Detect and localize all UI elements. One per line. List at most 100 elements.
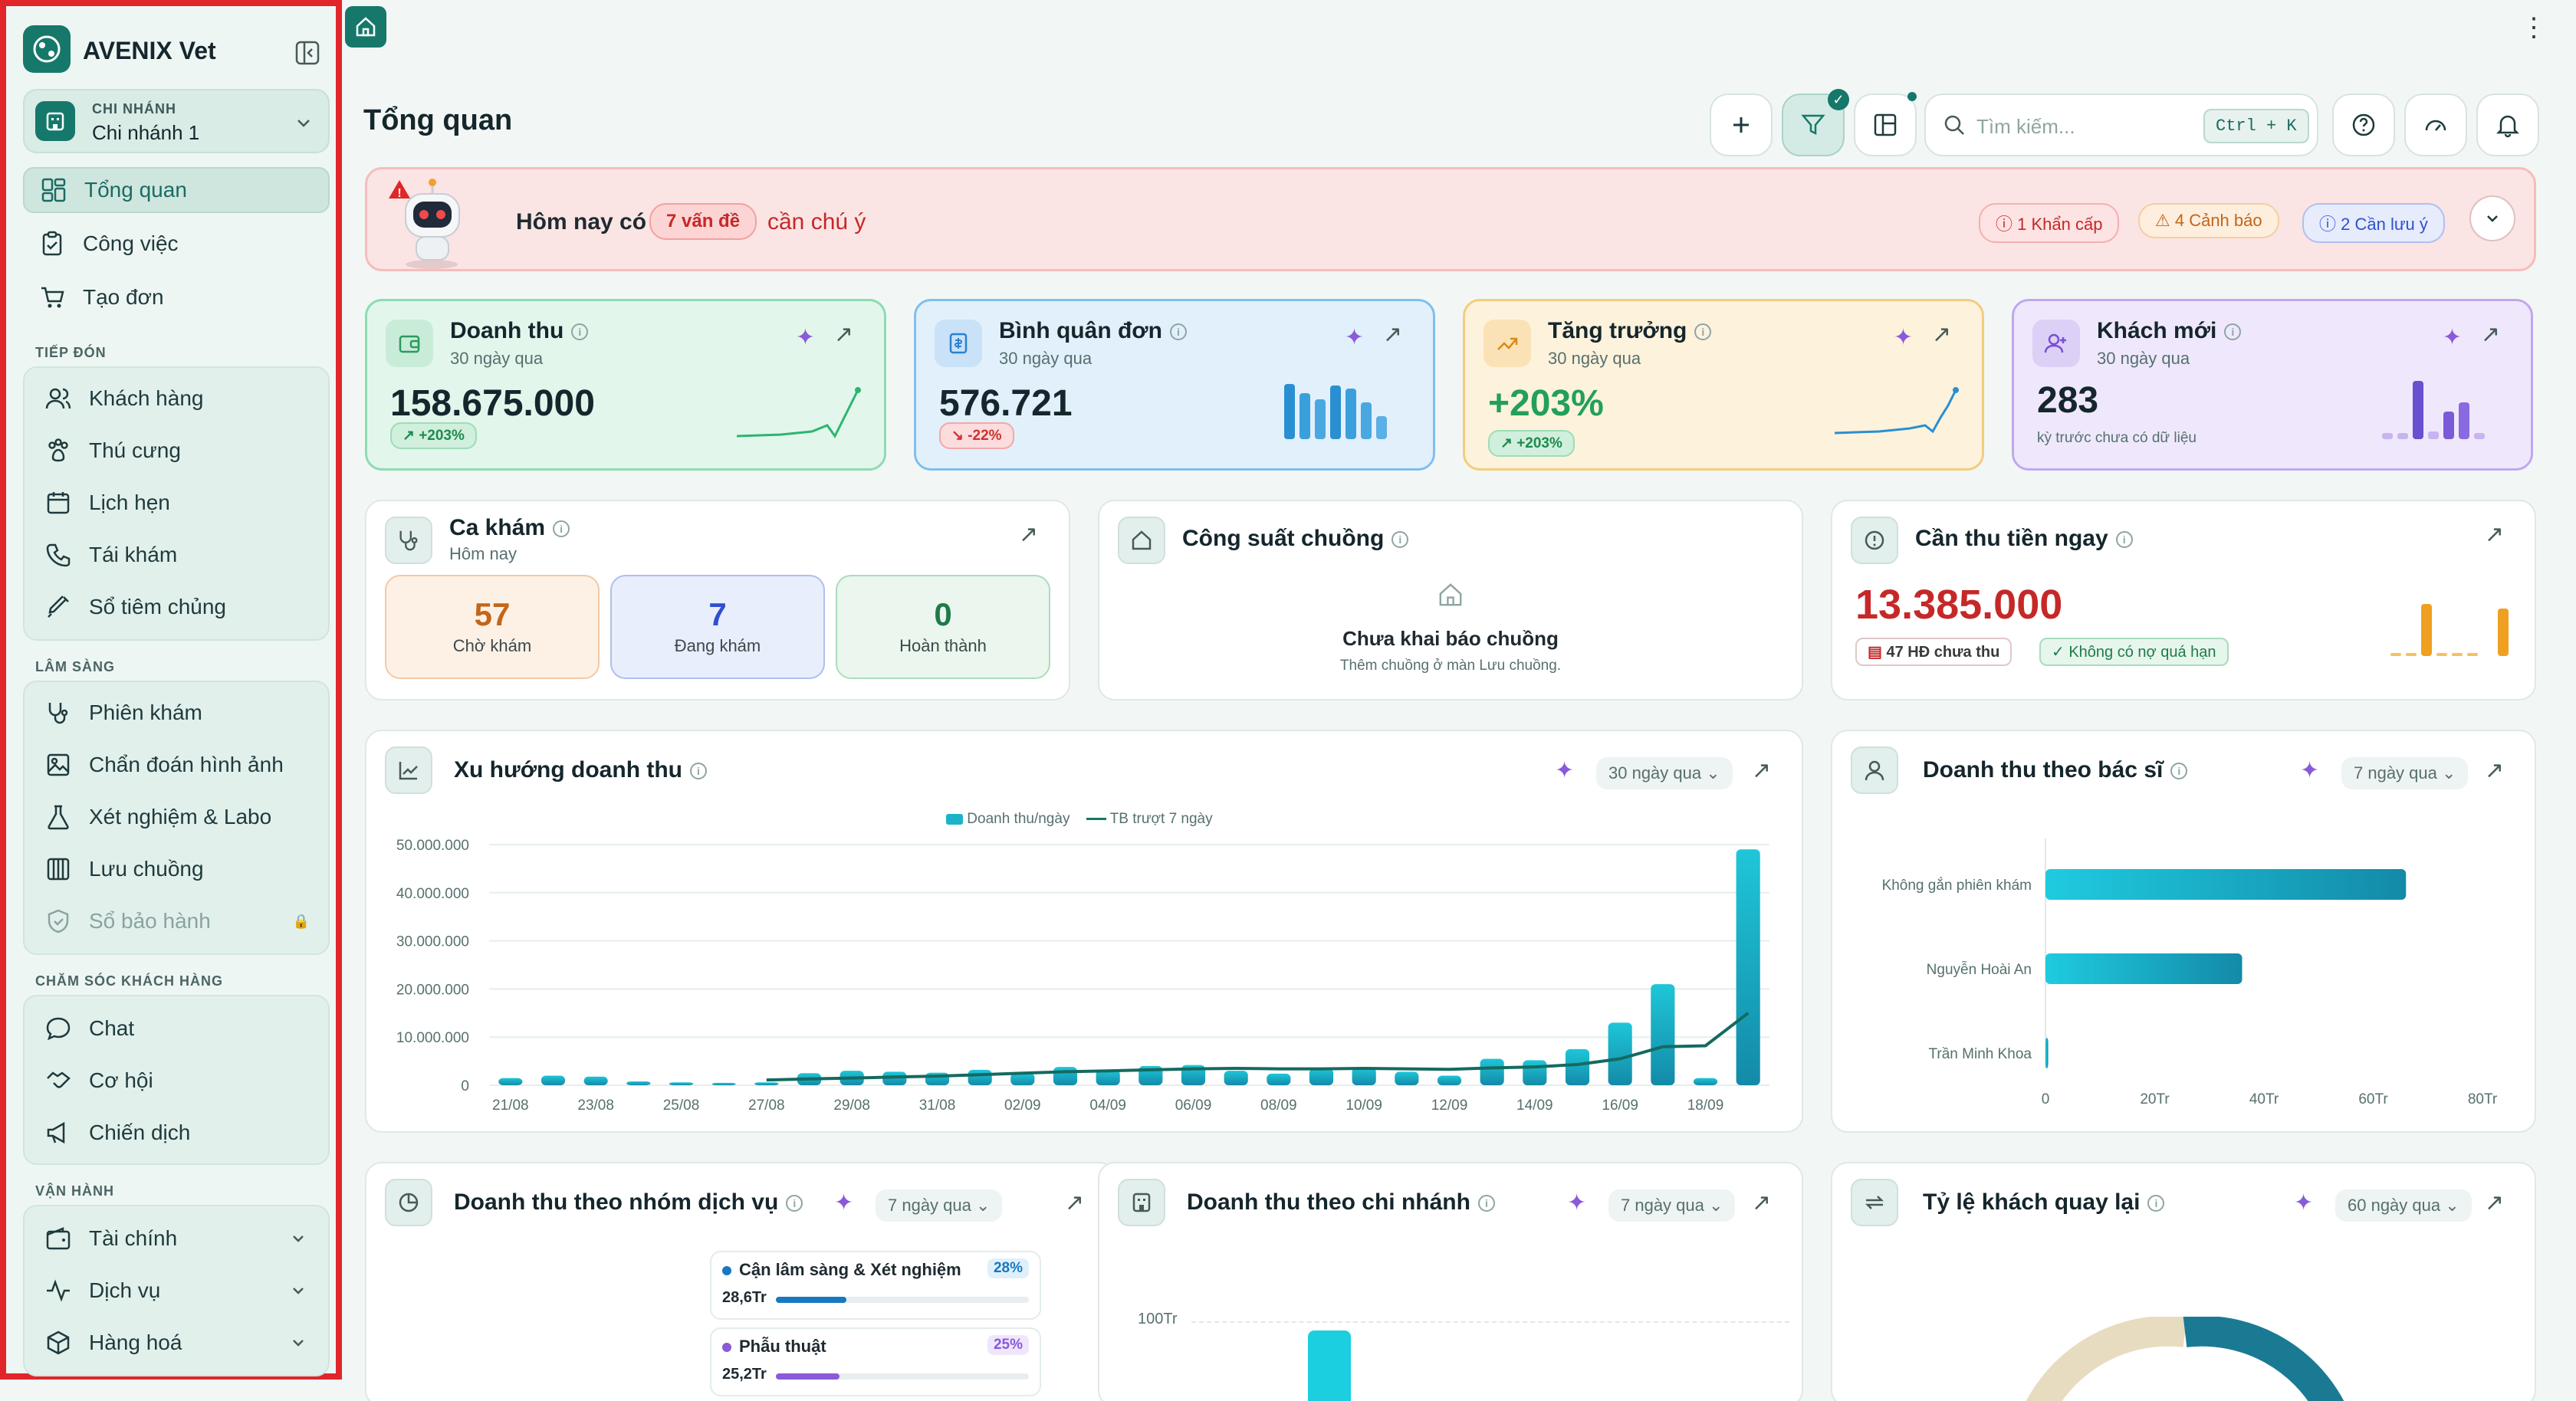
nav-create-order[interactable]: Tạo đơn xyxy=(23,274,330,320)
open-arrow-icon[interactable]: ↗ xyxy=(1064,1190,1084,1216)
open-arrow-icon[interactable]: ↗ xyxy=(1751,1190,1771,1216)
done-stat[interactable]: 0 Hoàn thành xyxy=(836,575,1050,679)
nav-vaccination[interactable]: Sổ tiêm chủng xyxy=(23,584,330,630)
warning-badge[interactable]: ⚠ 4 Cảnh báo xyxy=(2138,203,2279,238)
info-icon[interactable]: i xyxy=(553,520,570,538)
open-arrow-icon[interactable]: ↗ xyxy=(2484,1190,2504,1216)
help-button[interactable] xyxy=(2332,94,2395,156)
ai-sparkle-icon[interactable]: ✦ xyxy=(834,1190,854,1216)
info-icon[interactable]: i xyxy=(571,323,589,341)
nav-chat[interactable]: Chat xyxy=(23,1006,330,1052)
open-arrow-icon[interactable]: ↗ xyxy=(2484,758,2504,783)
nav-overview[interactable]: Tổng quan xyxy=(23,167,330,213)
nav-goods[interactable]: Hàng hoá xyxy=(23,1320,330,1366)
info-icon[interactable]: i xyxy=(690,763,707,780)
range-dropdown[interactable]: 30 ngày qua ⌄ xyxy=(1596,757,1733,789)
revenue-bar xyxy=(1523,1060,1547,1085)
lock-icon: 🔒 xyxy=(292,913,310,929)
wallet-icon xyxy=(43,1223,74,1254)
kpi-avg-order-card[interactable]: Bình quân đơn i 30 ngày qua 576.721 ↘ -22… xyxy=(914,299,1435,471)
nav-pets[interactable]: Thú cưng xyxy=(23,428,330,474)
ai-sparkle-icon[interactable]: ✦ xyxy=(795,325,815,350)
kpi-revenue-card[interactable]: Doanh thu i 30 ngày qua 158.675.000 ↗ +20… xyxy=(365,299,886,471)
nav-revisit[interactable]: Tái khám xyxy=(23,532,330,578)
open-arrow-icon[interactable]: ↗ xyxy=(1018,522,1038,547)
info-icon[interactable]: i xyxy=(1169,323,1187,341)
ai-sparkle-icon[interactable]: ✦ xyxy=(2442,325,2462,350)
range-dropdown[interactable]: 60 ngày qua ⌄ xyxy=(2335,1189,2472,1222)
open-arrow-icon[interactable]: ↗ xyxy=(1751,758,1771,783)
in-progress-stat[interactable]: 7 Đang khám xyxy=(610,575,825,679)
waiting-stat[interactable]: 57 Chờ khám xyxy=(385,575,600,679)
speed-button[interactable] xyxy=(2404,94,2467,156)
notifications-button[interactable] xyxy=(2476,94,2539,156)
alert-circle-icon xyxy=(1851,517,1898,564)
info-icon[interactable]: i xyxy=(2147,1195,2165,1212)
more-menu-icon[interactable]: ⋮ xyxy=(2521,13,2547,42)
kpi-new-customers-card[interactable]: Khách mới i 30 ngày qua 283 kỳ trước chưa… xyxy=(2012,299,2533,471)
megaphone-icon xyxy=(43,1117,74,1148)
range-dropdown[interactable]: 7 ngày qua ⌄ xyxy=(876,1189,1003,1222)
kpi-change: -22% xyxy=(968,428,1002,444)
home-button[interactable] xyxy=(345,6,386,48)
alert-count-badge: 7 vấn đề xyxy=(649,203,757,240)
open-arrow-icon[interactable]: ↗ xyxy=(1382,322,1402,347)
user-icon xyxy=(1851,746,1898,794)
search-input[interactable]: Tìm kiếm... Ctrl + K xyxy=(1924,94,2318,156)
notice-badge[interactable]: ⓘ 2 Cần lưu ý xyxy=(2302,203,2445,243)
ai-sparkle-icon[interactable]: ✦ xyxy=(1567,1190,1587,1216)
legend-line-swatch xyxy=(1086,818,1106,821)
nav-opportunities[interactable]: Cơ hội xyxy=(23,1058,330,1104)
urgent-badge[interactable]: ⓘ 1 Khẩn cấp xyxy=(1979,203,2120,243)
y-category-label: Trần Minh Khoa xyxy=(1929,1046,2032,1062)
range-dropdown[interactable]: 7 ngày qua ⌄ xyxy=(2341,757,2469,789)
add-button[interactable] xyxy=(1710,94,1773,156)
info-icon[interactable]: i xyxy=(2224,323,2242,341)
nav-tasks[interactable]: Công việc xyxy=(23,221,330,267)
info-icon[interactable]: i xyxy=(1694,323,1712,341)
overdue-status: Không có nợ quá hạn xyxy=(2068,644,2216,661)
nav-customers[interactable]: Khách hàng xyxy=(23,376,330,422)
x-tick-label: 31/08 xyxy=(919,1098,956,1114)
service-item[interactable]: Cận lâm sàng & Xét nghiệm 28% 28,6Tr xyxy=(710,1251,1041,1320)
info-icon[interactable]: i xyxy=(786,1195,803,1212)
nav-boarding[interactable]: Lưu chuồng xyxy=(23,846,330,892)
branch-selector[interactable]: CHI NHÁNH Chi nhánh 1 xyxy=(23,89,330,153)
open-arrow-icon[interactable]: ↗ xyxy=(2484,522,2504,547)
nav-lab[interactable]: Xét nghiệm & Labo xyxy=(23,794,330,840)
ai-sparkle-icon[interactable]: ✦ xyxy=(2300,758,2320,783)
open-arrow-icon[interactable]: ↗ xyxy=(2480,322,2500,347)
doctor-bar xyxy=(2045,1038,2049,1068)
service-name: Cận lâm sàng & Xét nghiệm xyxy=(739,1260,961,1279)
nav-appointments[interactable]: Lịch hẹn xyxy=(23,480,330,526)
sidebar-collapse-icon[interactable] xyxy=(294,40,320,66)
nav-warranty[interactable]: Sổ bảo hành 🔒 xyxy=(23,898,330,944)
unpaid-invoices-badge[interactable]: ▤ 47 HĐ chưa thu xyxy=(1855,638,2013,666)
layout-button[interactable] xyxy=(1854,92,1917,156)
service-item[interactable]: Phẫu thuật 25% 25,2Tr xyxy=(710,1327,1041,1396)
open-arrow-icon[interactable]: ↗ xyxy=(833,322,853,347)
ai-sparkle-icon[interactable]: ✦ xyxy=(1555,758,1575,783)
ai-sparkle-icon[interactable]: ✦ xyxy=(2294,1190,2314,1216)
info-icon[interactable]: i xyxy=(1392,531,1409,549)
nav-finance[interactable]: Tài chính xyxy=(23,1216,330,1262)
x-tick-label: 27/08 xyxy=(748,1098,785,1114)
service-pct: 25% xyxy=(987,1335,1029,1355)
info-icon[interactable]: i xyxy=(2170,763,2188,780)
revenue-bar xyxy=(626,1081,651,1085)
filter-button[interactable]: ✓ xyxy=(1782,89,1849,156)
series-dot xyxy=(722,1266,731,1275)
alert-expand-button[interactable] xyxy=(2469,195,2515,241)
open-arrow-icon[interactable]: ↗ xyxy=(1931,322,1951,347)
nav-campaigns[interactable]: Chiến dịch xyxy=(23,1110,330,1156)
ai-sparkle-icon[interactable]: ✦ xyxy=(1344,325,1364,350)
info-icon[interactable]: i xyxy=(1477,1195,1495,1212)
nav-services[interactable]: Dịch vụ xyxy=(23,1268,330,1314)
kpi-growth-card[interactable]: Tăng trưởng i 30 ngày qua +203% ↗ +203% ✦… xyxy=(1463,299,1984,471)
revenue-bar xyxy=(711,1082,736,1085)
ai-sparkle-icon[interactable]: ✦ xyxy=(1893,325,1913,350)
info-icon[interactable]: i xyxy=(2115,531,2133,549)
nav-exam-sessions[interactable]: Phiên khám xyxy=(23,690,330,736)
nav-imaging[interactable]: Chẩn đoán hình ảnh xyxy=(23,742,330,788)
range-dropdown[interactable]: 7 ngày qua ⌄ xyxy=(1608,1189,1736,1222)
